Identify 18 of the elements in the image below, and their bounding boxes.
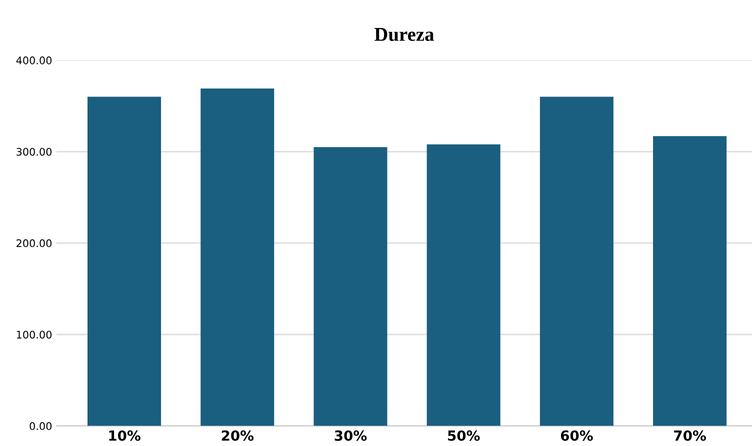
y-tick-label: 100.00: [16, 330, 52, 339]
y-tick-label: 200.00: [16, 239, 52, 248]
y-tick-label: 400.00: [16, 56, 52, 64]
bar: [540, 96, 614, 426]
bar: [653, 136, 727, 426]
x-tick-label: 20%: [222, 430, 254, 441]
x-tick-label: 70%: [674, 430, 706, 441]
bar: [200, 88, 274, 426]
y-tick-label: 300.00: [16, 148, 52, 156]
x-tick-label: 60%: [560, 430, 593, 441]
bar: [88, 96, 162, 426]
x-tick-label: 50%: [448, 430, 480, 441]
x-tick-label: 30%: [334, 430, 367, 441]
x-tick-label: 10%: [109, 430, 140, 441]
y-tick-label: 0.00: [30, 422, 52, 430]
bar: [426, 144, 500, 426]
bar: [314, 147, 388, 426]
chart-title: Dureza: [374, 28, 434, 42]
